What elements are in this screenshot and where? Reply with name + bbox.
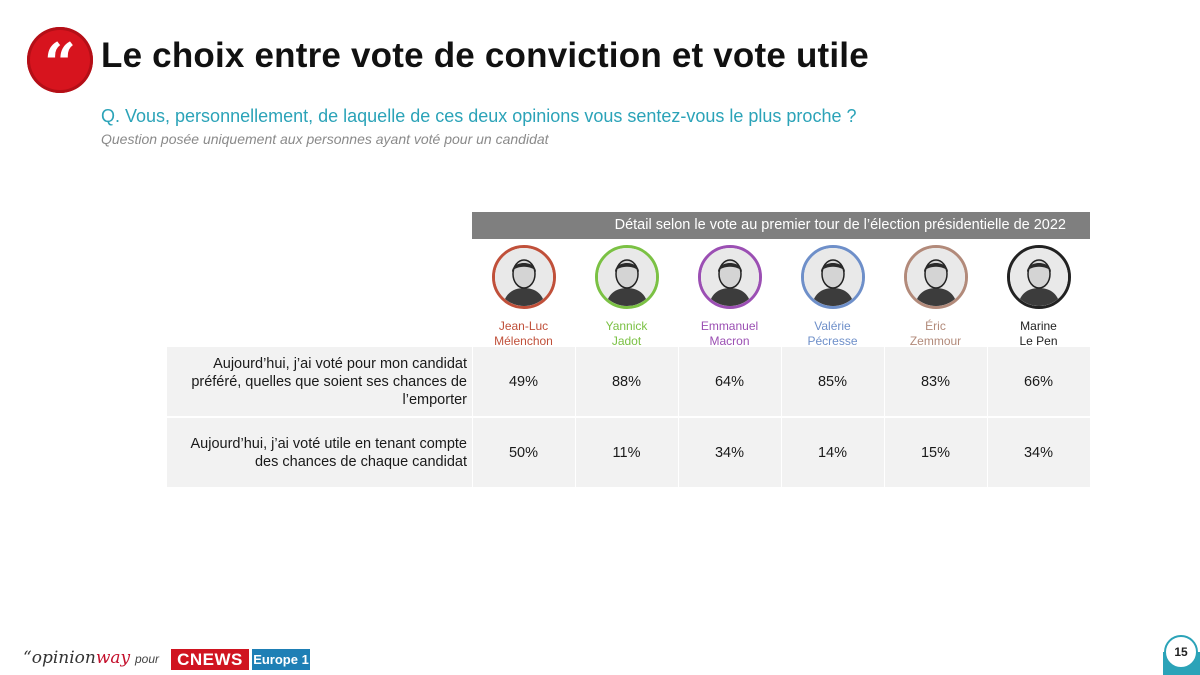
- quote-icon: “: [27, 27, 93, 97]
- candidate-name: Jean-Luc Mélenchon: [494, 319, 553, 348]
- row-label: Aujourd’hui, j’ai voté utile en tenant c…: [190, 435, 467, 470]
- table-cell: 34%: [678, 418, 780, 487]
- portrait-icon: [903, 245, 968, 309]
- table-cell: 88%: [575, 347, 677, 416]
- portrait-icon: [491, 245, 556, 309]
- portrait-icon: [594, 245, 659, 309]
- candidate-name: Yannick Jadot: [605, 319, 648, 348]
- table-cell: 15%: [884, 418, 986, 487]
- candidate-header-melenchon: Jean-Luc Mélenchon: [472, 245, 575, 349]
- page-title: Le choix entre vote de conviction et vot…: [101, 36, 869, 75]
- table-cell: 14%: [781, 418, 883, 487]
- table-cell: 34%: [987, 418, 1089, 487]
- table-cell: 83%: [884, 347, 986, 416]
- cnews-logo: CNEWS: [171, 649, 249, 670]
- candidate-header-macron: Emmanuel Macron: [678, 245, 781, 349]
- portrait-icon: [697, 245, 762, 309]
- question-note: Question posée uniquement aux personnes …: [101, 131, 549, 147]
- europe1-logo: Europe 1: [252, 649, 310, 670]
- table-cell: 64%: [678, 347, 780, 416]
- table-row: Aujourd’hui, j’ai voté pour mon candidat…: [167, 347, 1090, 416]
- portrait-icon: [1006, 245, 1071, 309]
- table-cell: 11%: [575, 418, 677, 487]
- opinionway-logo: “opinionway: [23, 648, 131, 668]
- candidate-header-zemmour: Éric Zemmour: [884, 245, 987, 349]
- table-cell: 66%: [987, 347, 1089, 416]
- candidate-header-pecresse: Valérie Pécresse: [781, 245, 884, 349]
- portrait-icon: [800, 245, 865, 309]
- detail-header: Détail selon le vote au premier tour de …: [472, 212, 1090, 239]
- question-text: Q. Vous, personnellement, de laquelle de…: [101, 106, 857, 126]
- table-cell: 49%: [472, 347, 574, 416]
- candidate-name: Emmanuel Macron: [700, 319, 759, 348]
- table-row: Aujourd’hui, j’ai voté utile en tenant c…: [167, 418, 1090, 487]
- candidate-name: Marine Le Pen: [1019, 319, 1058, 348]
- table-cell: 50%: [472, 418, 574, 487]
- candidate-name: Valérie Pécresse: [807, 319, 858, 348]
- candidate-header-lepen: Marine Le Pen: [987, 245, 1090, 349]
- candidate-header-jadot: Yannick Jadot: [575, 245, 678, 349]
- page-number: 15: [1164, 635, 1198, 669]
- table-cell: 85%: [781, 347, 883, 416]
- candidate-name: Éric Zemmour: [909, 319, 962, 348]
- footer-pour: pour: [135, 652, 160, 666]
- row-label: Aujourd’hui, j’ai voté pour mon candidat…: [191, 355, 467, 408]
